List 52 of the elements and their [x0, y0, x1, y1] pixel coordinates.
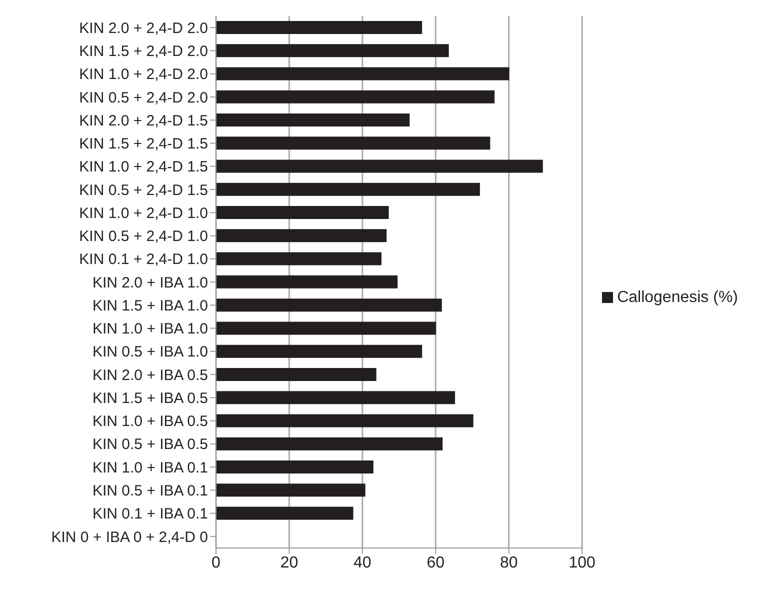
y-tick-label: KIN 1.0 + IBA 0.5 — [92, 413, 208, 430]
bar — [216, 229, 387, 242]
y-tick-label: KIN 0.1 + IBA 0.1 — [92, 506, 208, 523]
bar — [216, 67, 510, 80]
legend-label: Callogenesis (%) — [617, 289, 738, 306]
bar — [216, 506, 354, 520]
bar — [216, 437, 443, 450]
y-tick-label: KIN 0.1 + 2,4-D 1.0 — [79, 251, 208, 268]
y-tick-label: KIN 1.5 + 2,4-D 1.5 — [79, 136, 208, 153]
y-tick-label: KIN 0.5 + IBA 0.5 — [92, 436, 208, 454]
y-tick-label: KIN 2.0 + 2,4-D 2.0 — [79, 20, 208, 37]
y-tick-label: KIN 1.5 + IBA 0.5 — [92, 390, 208, 407]
y-tick-label: KIN 2.0 + IBA 1.0 — [92, 274, 208, 292]
y-tick-label: KIN 2.0 + 2,4-D 1.5 — [79, 112, 208, 130]
bar — [216, 252, 382, 266]
x-tick-label: 100 — [568, 554, 596, 572]
y-tick-label: KIN 1.0 + IBA 0.1 — [92, 459, 208, 476]
bar — [216, 206, 389, 220]
y-tick-label: KIN 0.5 + IBA 0.1 — [92, 482, 208, 500]
bar — [216, 275, 398, 288]
bar — [216, 322, 436, 335]
bar — [216, 21, 422, 34]
bar — [216, 160, 543, 173]
y-tick-label: KIN 1.0 + 2,4-D 2.0 — [79, 66, 208, 84]
bar — [216, 182, 480, 196]
y-tick-label: KIN 1.0 + 2,4-D 1.5 — [79, 158, 208, 176]
y-tick-label: KIN 0.5 + 2,4-D 2.0 — [79, 89, 208, 106]
y-tick-label: KIN 1.0 + 2,4-D 1.0 — [79, 204, 208, 222]
y-tick-label: KIN 0.5 + 2,4-D 1.5 — [79, 182, 208, 199]
x-tick-label: 40 — [354, 554, 372, 572]
bar — [216, 344, 422, 358]
bar — [216, 44, 449, 58]
y-tick-label: KIN 0.5 + 2,4-D 1.0 — [79, 228, 208, 246]
y-tick-label: KIN 1.5 + IBA 1.0 — [92, 297, 208, 314]
bar — [216, 391, 456, 404]
y-tick-label: KIN 1.0 + IBA 1.0 — [92, 320, 208, 338]
y-tick-label: KIN 0 + IBA 0 + 2,4-D 0 — [51, 528, 208, 546]
bar — [216, 114, 410, 127]
y-tick-label: KIN 0.5 + IBA 1.0 — [92, 344, 208, 361]
x-tick-label: 80 — [500, 554, 518, 572]
y-tick-label: KIN 1.5 + 2,4-D 2.0 — [79, 43, 208, 60]
x-tick-label: 60 — [426, 554, 445, 572]
bar — [216, 298, 442, 312]
y-tick-label: KIN 2.0 + IBA 0.5 — [92, 366, 208, 384]
x-tick-label: 0 — [212, 554, 221, 572]
bar — [216, 90, 495, 104]
bar — [216, 414, 474, 428]
bar — [216, 136, 490, 150]
bar — [216, 368, 376, 381]
bar — [216, 484, 366, 497]
x-tick-label: 20 — [280, 554, 298, 572]
bar — [216, 460, 374, 474]
